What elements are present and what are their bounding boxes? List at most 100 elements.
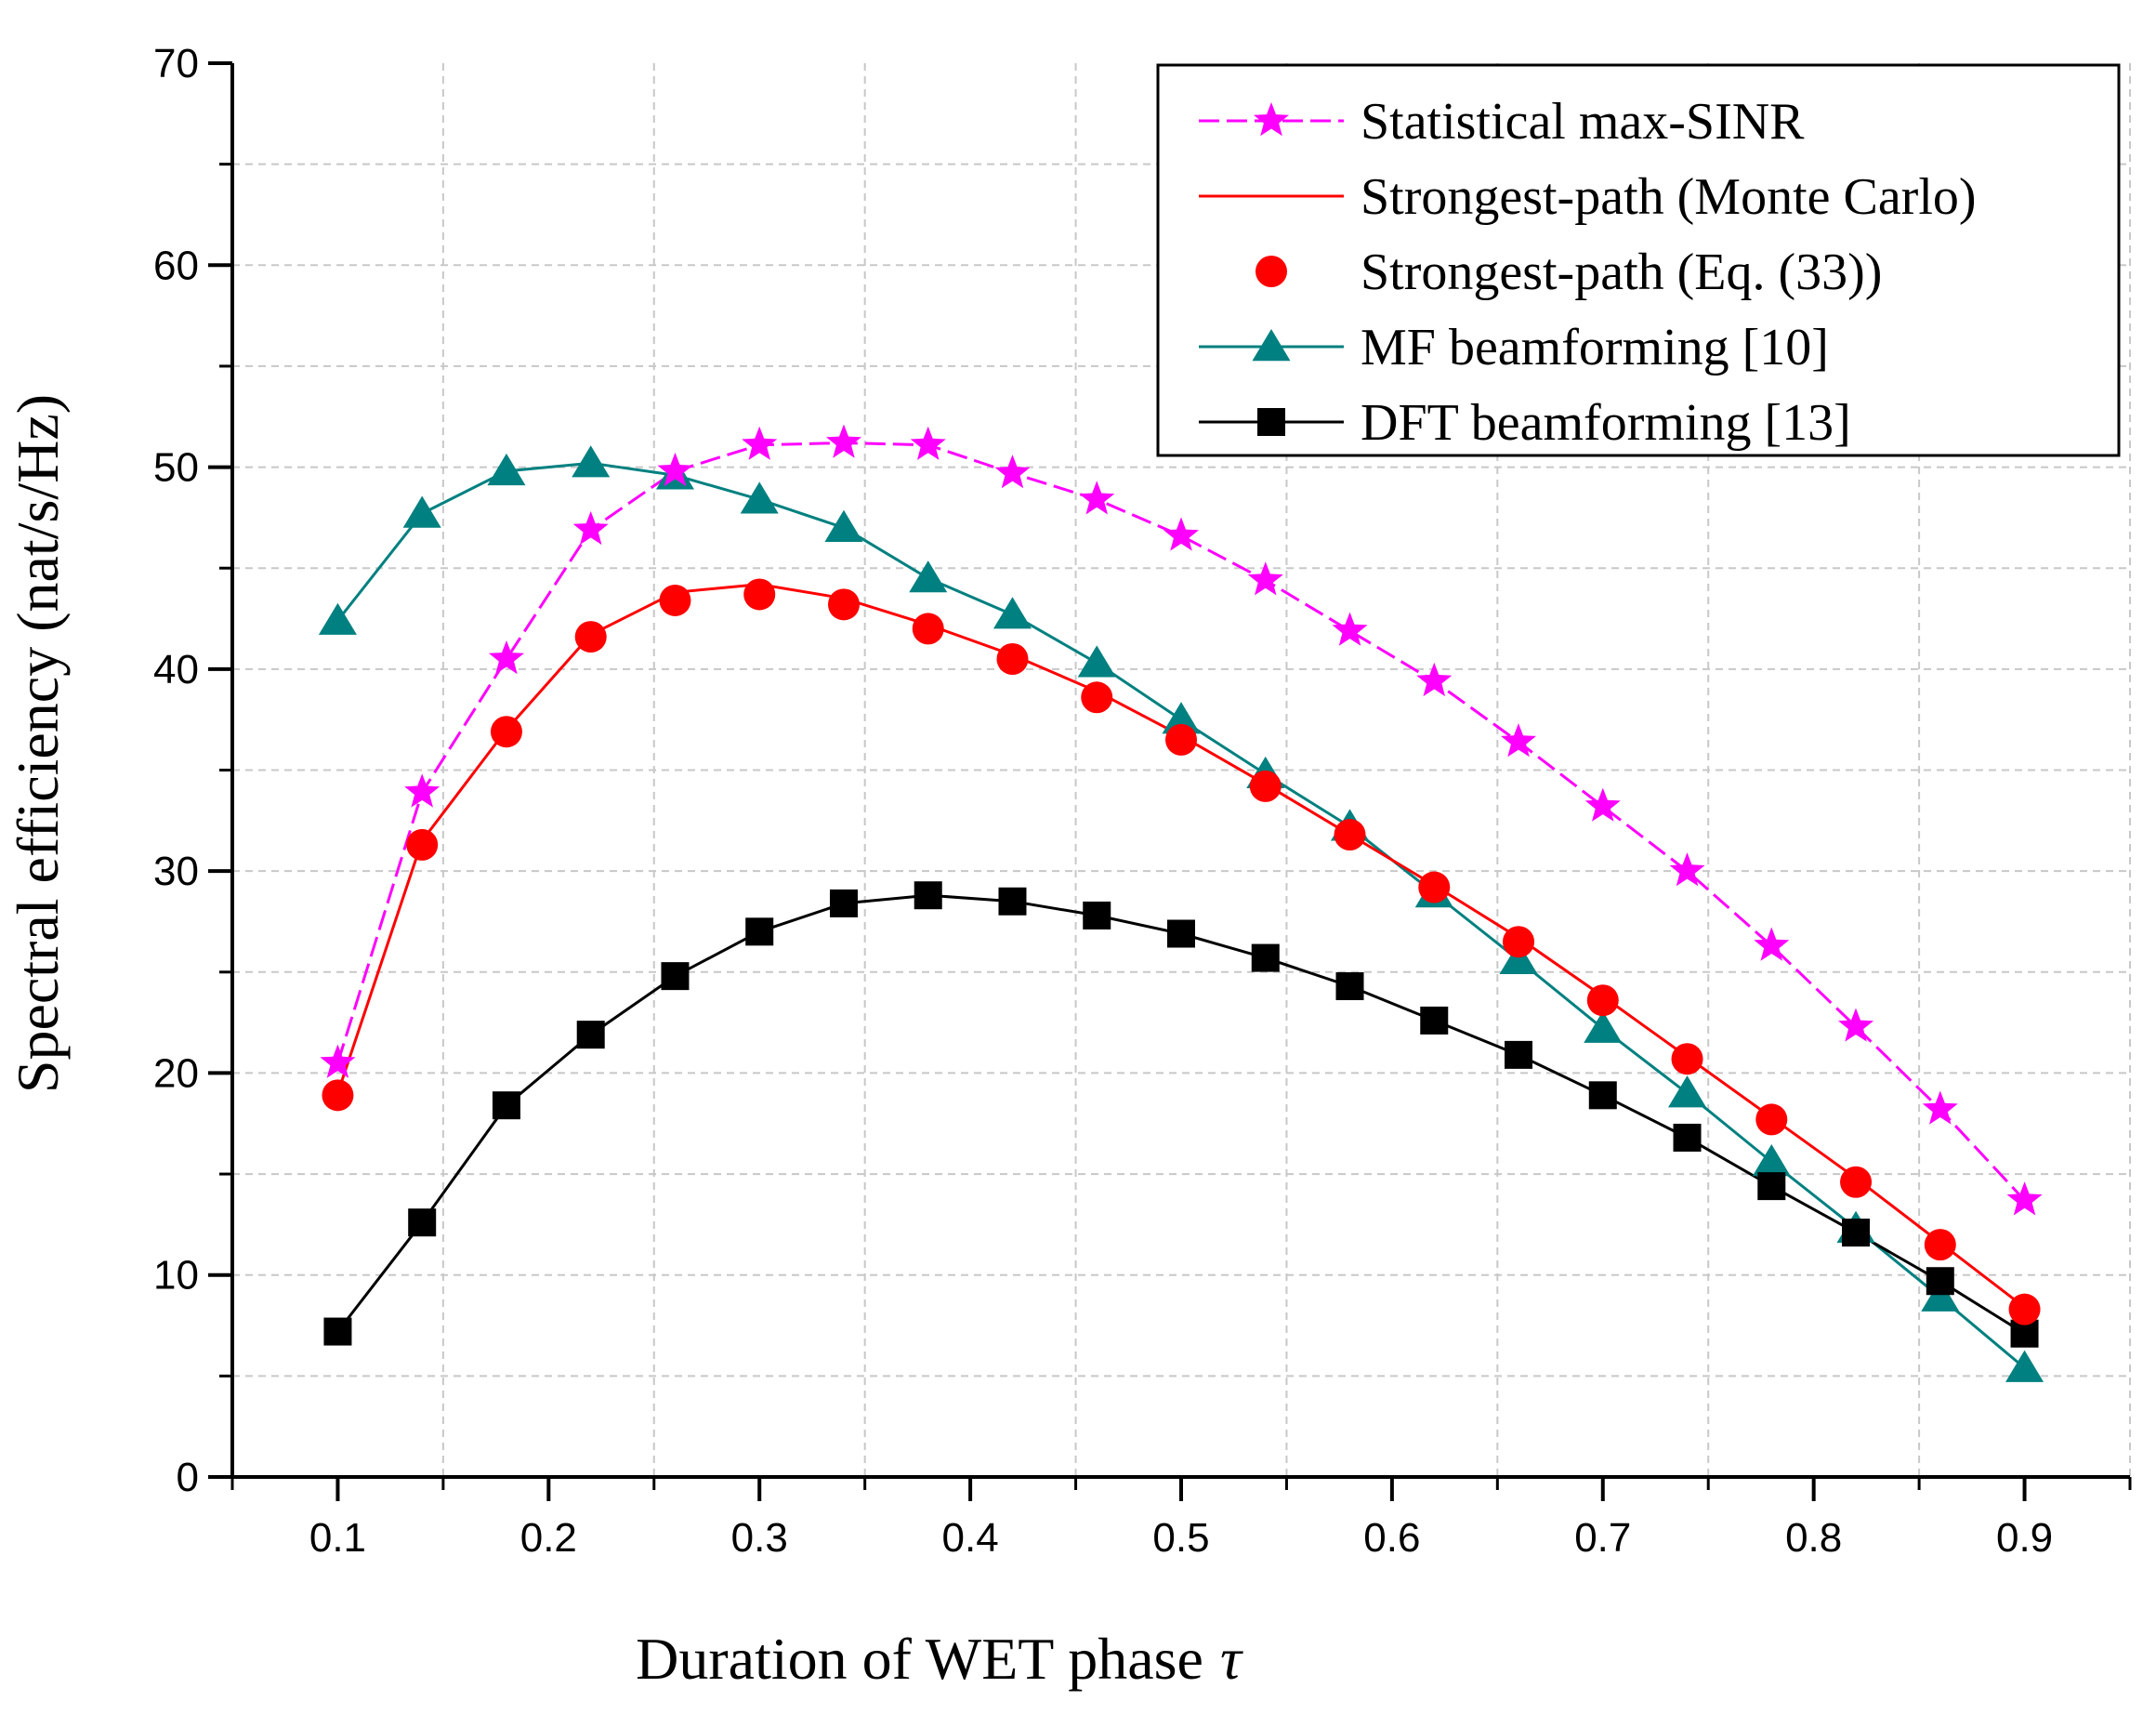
data-point-strongest-path-eq-33 [1924,1229,1956,1261]
data-point-mf-beamforming-10 [909,560,948,593]
data-point-statistical-max-sinr [826,424,861,458]
data-point-strongest-path-eq-33 [659,584,691,616]
data-point-mf-beamforming-10 [993,597,1032,629]
x-axis-title-text: Duration of WET phase [636,1626,1203,1692]
x-tick-label: 0.6 [1363,1515,1420,1561]
data-point-mf-beamforming-10 [1499,942,1538,974]
y-tick-label: 60 [153,243,199,288]
data-point-dft-beamforming-13 [829,889,858,917]
data-point-statistical-max-sinr [1416,662,1453,697]
data-point-mf-beamforming-10 [824,509,863,542]
data-point-dft-beamforming-13 [1588,1081,1617,1110]
data-point-statistical-max-sinr [1669,852,1705,887]
legend-marker-strongest-path-eq-33 [1255,256,1287,287]
data-point-mf-beamforming-10 [1162,702,1201,734]
data-point-mf-beamforming-10 [2005,1350,2044,1382]
y-tick-label: 50 [153,445,199,491]
data-point-strongest-path-eq-33 [1165,723,1197,756]
data-point-mf-beamforming-10 [1668,1075,1707,1108]
y-tick-label: 10 [153,1253,199,1299]
y-axis-title: Spectral efficiency (nat/s/Hz) [5,394,71,1093]
x-tick-label: 0.1 [309,1515,366,1561]
data-point-statistical-max-sinr [1079,481,1115,515]
data-point-strongest-path-eq-33 [996,642,1029,675]
legend-label-strongest-path-eq-33: Strongest-path (Eq. (33)) [1361,244,1882,301]
data-point-dft-beamforming-13 [661,962,690,991]
data-point-statistical-max-sinr [572,510,609,546]
data-point-statistical-max-sinr [320,1044,356,1078]
y-tick-label: 0 [177,1455,199,1500]
data-point-dft-beamforming-13 [1842,1219,1871,1247]
data-point-strongest-path-eq-33 [406,828,439,861]
series-line-statistical-max-sinr [335,441,2026,1202]
legend: Statistical max-SINR Strongest-path (Mont… [1156,63,2121,457]
data-point-strongest-path-eq-33 [912,613,944,645]
x-axis-title-symbol: τ [1220,1626,1243,1692]
data-point-strongest-path-eq-33 [1586,984,1619,1017]
data-point-statistical-max-sinr [1754,927,1790,961]
data-point-dft-beamforming-13 [1926,1267,1954,1296]
data-point-statistical-max-sinr [994,455,1031,489]
data-point-dft-beamforming-13 [492,1091,520,1120]
data-point-dft-beamforming-13 [745,917,774,946]
data-point-statistical-max-sinr [910,426,946,460]
data-point-dft-beamforming-13 [1757,1172,1786,1201]
legend-label-dft-beamforming-13: DFT beamforming [13] [1361,394,1851,452]
data-point-strongest-path-eq-33 [1334,819,1366,851]
data-point-mf-beamforming-10 [740,481,779,514]
data-point-strongest-path-eq-33 [322,1079,354,1112]
x-tick-label: 0.4 [942,1515,999,1561]
data-point-statistical-max-sinr [1501,723,1536,758]
data-point-dft-beamforming-13 [408,1208,437,1237]
legend-marker-mf-beamforming-10 [1252,329,1291,362]
x-tick-label: 0.9 [1996,1515,2053,1561]
data-point-dft-beamforming-13 [1251,943,1280,972]
data-point-statistical-max-sinr [1838,1008,1874,1042]
data-point-mf-beamforming-10 [1584,1010,1623,1043]
axes: 0 10 20 30 40 50 60 70 0.1 0.2 0.3 0.4 0.5 0.6 0.7 0.8 0… [153,41,2132,1561]
data-point-statistical-max-sinr [1163,517,1199,551]
data-point-dft-beamforming-13 [998,887,1027,916]
data-point-dft-beamforming-13 [1505,1040,1533,1069]
data-point-statistical-max-sinr [742,426,778,460]
data-point-dft-beamforming-13 [323,1317,352,1346]
x-tick-label: 0.2 [520,1515,577,1561]
data-point-statistical-max-sinr [404,773,440,808]
x-tick-label: 0.8 [1785,1515,1842,1561]
y-tick-label: 30 [153,849,199,894]
data-point-strongest-path-eq-33 [1503,926,1535,958]
data-point-mf-beamforming-10 [1752,1144,1791,1177]
data-point-mf-beamforming-10 [318,602,357,635]
data-point-dft-beamforming-13 [1083,901,1111,930]
data-point-dft-beamforming-13 [1420,1006,1449,1035]
data-point-dft-beamforming-13 [576,1021,605,1049]
data-point-strongest-path-eq-33 [1671,1043,1703,1075]
data-point-statistical-max-sinr [657,452,693,487]
legend-marker-dft-beamforming-13 [1257,408,1285,436]
data-point-mf-beamforming-10 [487,453,526,486]
data-point-strongest-path-eq-33 [1755,1103,1788,1136]
data-point-statistical-max-sinr [2006,1181,2043,1216]
data-point-statistical-max-sinr [1332,612,1368,646]
x-axis-title: Duration of WET phase τ [636,1626,1243,1692]
y-tick-label: 40 [153,647,199,692]
x-tick-label: 0.3 [731,1515,788,1561]
data-point-strongest-path-eq-33 [490,716,522,748]
legend-label-mf-beamforming-10: MF beamforming [10] [1361,319,1829,376]
data-point-dft-beamforming-13 [1673,1123,1702,1152]
data-point-statistical-max-sinr [1922,1090,1958,1125]
y-tick-label: 20 [153,1050,199,1096]
data-point-mf-beamforming-10 [1921,1279,1960,1312]
data-point-dft-beamforming-13 [914,881,942,910]
data-point-strongest-path-eq-33 [827,588,860,621]
series-line-mf-beamforming-10 [336,461,2026,1369]
legend-marker-statistical-max-sinr [1254,102,1289,137]
data-point-strongest-path-eq-33 [1418,871,1451,903]
data-point-strongest-path-eq-33 [1840,1166,1873,1198]
data-point-mf-beamforming-10 [1077,645,1116,678]
data-point-strongest-path-eq-33 [1249,770,1282,802]
data-point-strongest-path-eq-33 [2008,1293,2041,1325]
x-tick-label: 0.5 [1152,1515,1209,1561]
data-point-strongest-path-eq-33 [1081,681,1113,714]
